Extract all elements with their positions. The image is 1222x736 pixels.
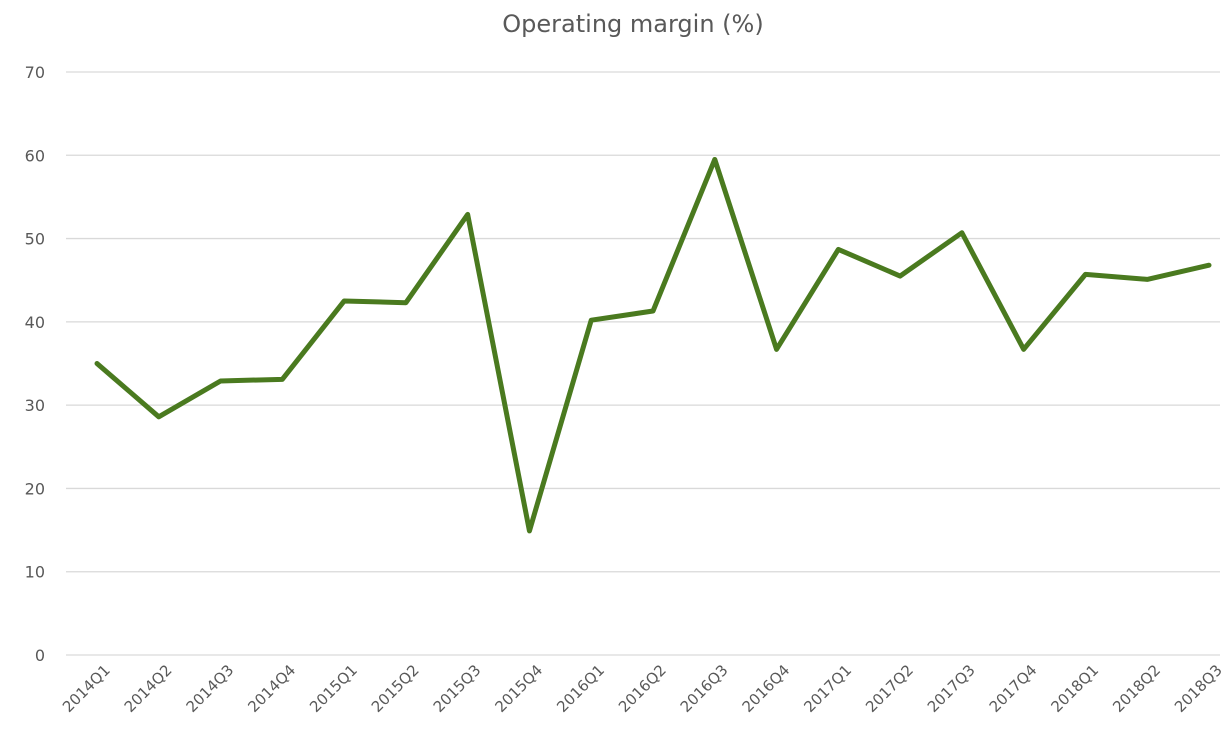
data-line (94, 156, 1212, 534)
chart-title: Operating margin (%) (502, 10, 763, 38)
x-tick-label: 2014Q4 (244, 661, 299, 716)
y-tick-label: 50 (25, 230, 45, 249)
y-tick-label: 10 (25, 563, 45, 582)
x-tick-label: 2018Q1 (1047, 661, 1102, 716)
x-tick-label: 2017Q1 (800, 661, 855, 716)
x-tick-label: 2015Q1 (306, 661, 361, 716)
x-tick-label: 2017Q2 (862, 661, 917, 716)
x-tick-label: 2015Q3 (430, 661, 485, 716)
x-tick-label: 2016Q1 (553, 661, 608, 716)
x-tick-label: 2017Q4 (986, 661, 1041, 716)
x-tick-label: 2018Q3 (1171, 661, 1222, 716)
y-tick-label: 40 (25, 313, 45, 332)
y-tick-label: 30 (25, 396, 45, 415)
x-tick-label: 2016Q3 (677, 661, 732, 716)
y-tick-label: 60 (25, 146, 45, 165)
y-tick-label: 0 (35, 646, 45, 665)
x-tick-label: 2014Q2 (121, 661, 176, 716)
x-tick-label: 2018Q2 (1109, 661, 1164, 716)
x-tick-label: 2015Q4 (491, 661, 546, 716)
x-tick-label: 2014Q3 (183, 661, 238, 716)
y-tick-label: 70 (25, 63, 45, 82)
x-tick-label: 2017Q3 (924, 661, 979, 716)
x-tick-label: 2016Q2 (615, 661, 670, 716)
x-tick-label: 2015Q2 (368, 661, 423, 716)
x-tick-label: 2016Q4 (739, 661, 794, 716)
y-tick-label: 20 (25, 479, 45, 498)
x-tick-label: 2014Q1 (59, 661, 114, 716)
